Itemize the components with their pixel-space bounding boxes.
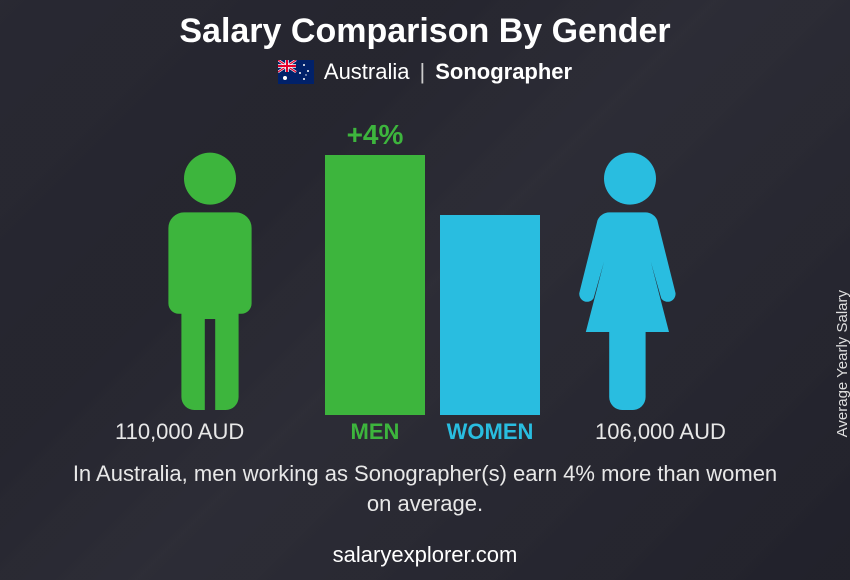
footer-link[interactable]: salaryexplorer.com bbox=[0, 542, 850, 568]
y-axis-label: Average Yearly Salary bbox=[834, 290, 850, 437]
subtitle-row: Australia | Sonographer bbox=[0, 59, 850, 85]
men-bar-label: MEN bbox=[325, 419, 425, 445]
men-bar bbox=[325, 155, 425, 415]
subtitle-country: Australia bbox=[324, 59, 410, 85]
description-text: In Australia, men working as Sonographer… bbox=[0, 459, 850, 518]
subtitle-separator: | bbox=[419, 59, 425, 85]
page-title: Salary Comparison By Gender bbox=[0, 0, 850, 51]
men-person-icon bbox=[145, 150, 275, 415]
women-bar bbox=[440, 215, 540, 415]
men-pct-label: +4% bbox=[325, 119, 425, 151]
subtitle-job: Sonographer bbox=[435, 59, 572, 85]
women-salary-label: 106,000 AUD bbox=[595, 419, 726, 445]
men-salary-label: 110,000 AUD bbox=[115, 419, 244, 445]
women-bar-label: WOMEN bbox=[440, 419, 540, 445]
women-person-icon bbox=[565, 150, 695, 415]
australia-flag-icon bbox=[278, 60, 314, 84]
salary-chart: +4% MEN WOMEN 110,000 AUD 106,000 AUD bbox=[65, 105, 785, 445]
